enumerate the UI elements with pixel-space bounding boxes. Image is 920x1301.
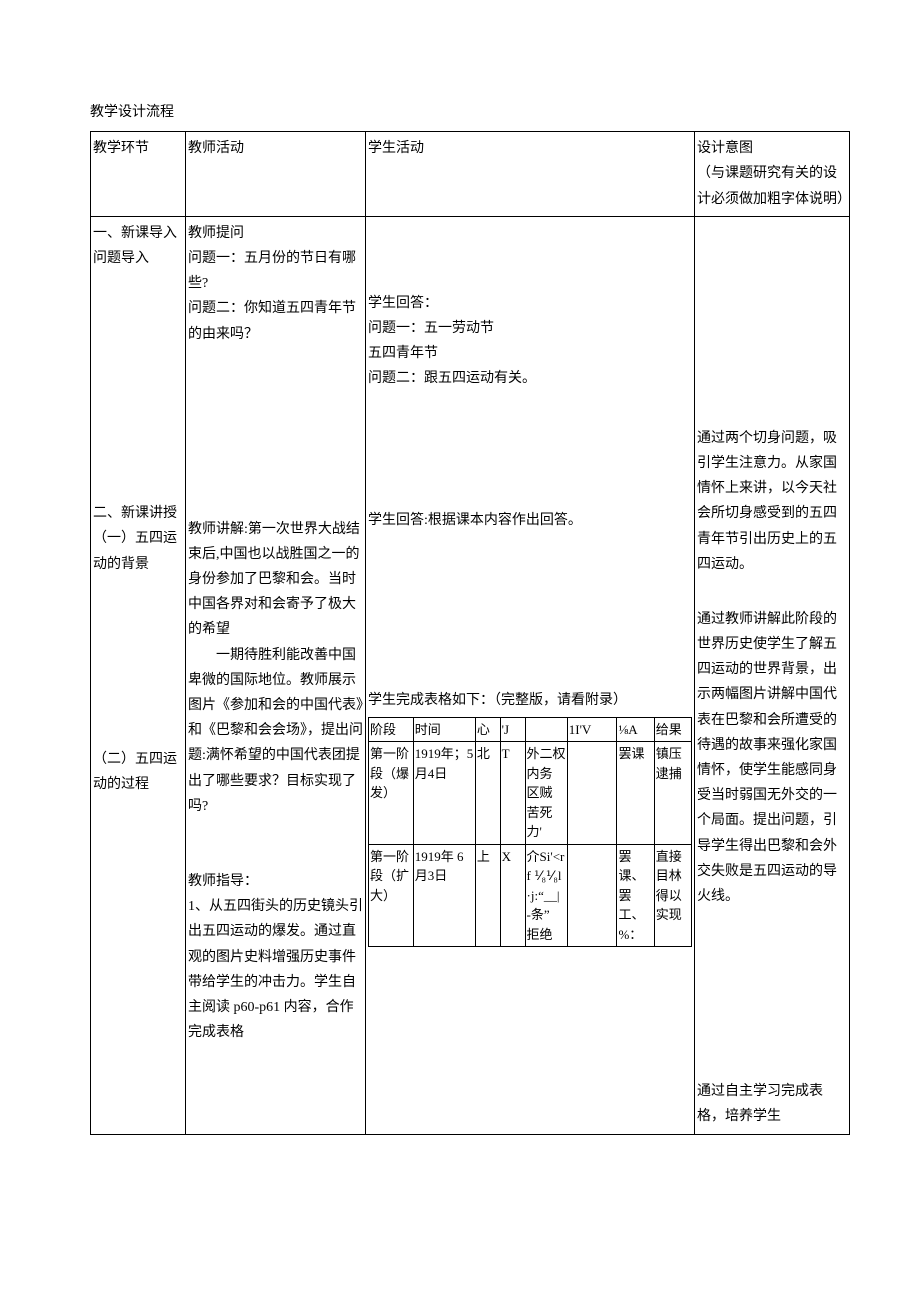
teacher-guide-1: 1、从五四街头的历史镜头引出五四运动的爆发。通过直观的图片史料增强历史事件带给学… xyxy=(188,894,363,1045)
lesson-plan-table: 教学环节 教师活动 学生活动 设计意图 （与课题研究有关的设计必须做加粗字体说明… xyxy=(90,131,850,1134)
teacher-lecture-2: 一期待胜利能改善中国卑微的国际地位。教师展示图片《参加和会的中国代表》和《巴黎和… xyxy=(188,643,363,819)
inner-row-1: 第一阶段（爆发） 1919年；5月4日 北 T 外二权 内务 区贼 苦死 力' … xyxy=(369,742,692,845)
stage-intro: 一、新课导入 问题导入 xyxy=(93,221,183,271)
ir1-stage: 第一阶段（爆发） xyxy=(369,742,414,845)
hdr-stage: 教学环节 xyxy=(91,132,186,217)
ir1-res: 镇压逮捕 xyxy=(654,742,691,845)
col-teacher: 教师提问 问题一：五月份的节日有哪些? 问题二：你知道五四青年节的由来吗？ 教师… xyxy=(186,216,366,1134)
ih-res: 给果 xyxy=(654,717,691,742)
hdr-student: 学生活动 xyxy=(366,132,695,217)
col-intent: 通过两个切身问题，吸引学生注意力。从家国情怀上来讲，以今天社会所切身感受到的五四… xyxy=(695,216,850,1134)
ih-c3 xyxy=(525,717,567,742)
ir1-c3: 外二权 内务 区贼 苦死 力' xyxy=(525,742,567,845)
student-ans1b: 五四青年节 xyxy=(368,341,692,366)
ih-c4: 1I'V xyxy=(567,717,617,742)
page-title: 教学设计流程 xyxy=(90,100,850,125)
ir2-c3: 介Si'<rf ⅟₈⅟₈l·j:“__| -条” 拒绝 xyxy=(525,844,567,947)
ir1-time: 1919年；5月4日 xyxy=(413,742,475,845)
ir1-c1: 北 xyxy=(475,742,500,845)
intent-p3: 通过自主学习完成表格，培养学生 xyxy=(697,1079,847,1129)
student-ans1a: 问题一：五一劳动节 xyxy=(368,316,692,341)
ir2-c5: 罢课、罢工、%： xyxy=(617,844,654,947)
ih-c2: 'J xyxy=(500,717,525,742)
header-row: 教学环节 教师活动 学生活动 设计意图 （与课题研究有关的设计必须做加粗字体说明… xyxy=(91,132,850,217)
ir1-c5: 罢课 xyxy=(617,742,654,845)
student-ans3: 学生回答:根据课本内容作出回答。 xyxy=(368,508,692,533)
stage-lecture: 二、新课讲授 （一）五四运动的背景 xyxy=(93,501,183,577)
ir2-time: 1919年 6月3日 xyxy=(413,844,475,947)
ih-time: 时间 xyxy=(413,717,475,742)
teacher-q1: 问题一：五月份的节日有哪些? xyxy=(188,246,363,296)
intent-p2: 通过教师讲解此阶段的世界历史使学生了解五四运动的世界背景，出示两幅图片讲解中国代… xyxy=(697,607,847,909)
student-ans-lead: 学生回答： xyxy=(368,291,692,316)
intent-p1: 通过两个切身问题，吸引学生注意力。从家国情怀上来讲，以今天社会所切身感受到的五四… xyxy=(697,426,847,577)
student-table-lead: 学生完成表格如下：（完整版，请看附录） xyxy=(368,688,692,713)
ir2-c4 xyxy=(567,844,617,947)
body-row: 一、新课导入 问题导入 二、新课讲授 （一）五四运动的背景 （二）五四运动的过程… xyxy=(91,216,850,1134)
hdr-teacher: 教师活动 xyxy=(186,132,366,217)
stage-process: （二）五四运动的过程 xyxy=(93,747,183,797)
ir2-res: 直接目林得以实现 xyxy=(654,844,691,947)
ir1-c2: T xyxy=(500,742,525,845)
teacher-guide-lead: 教师指导： xyxy=(188,869,363,894)
ih-stage: 阶段 xyxy=(369,717,414,742)
ih-c5: ⅛A xyxy=(617,717,654,742)
col-stage: 一、新课导入 问题导入 二、新课讲授 （一）五四运动的背景 （二）五四运动的过程 xyxy=(91,216,186,1134)
student-ans2: 问题二：跟五四运动有关。 xyxy=(368,366,692,391)
inner-table: 阶段 时间 心 'J 1I'V ⅛A 给果 第一阶段（爆发） 1919年；5月4… xyxy=(368,717,692,948)
ir2-stage: 第一阶段（扩大） xyxy=(369,844,414,947)
ir2-c1: 上 xyxy=(475,844,500,947)
teacher-q2: 问题二：你知道五四青年节的由来吗？ xyxy=(188,296,363,346)
inner-header-row: 阶段 时间 心 'J 1I'V ⅛A 给果 xyxy=(369,717,692,742)
ir1-c4 xyxy=(567,742,617,845)
teacher-lecture-1: 教师讲解:第一次世界大战结束后,中国也以战胜国之一的身份参加了巴黎和会。当时中国… xyxy=(188,517,363,643)
col-student: 学生回答： 问题一：五一劳动节 五四青年节 问题二：跟五四运动有关。 学生回答:… xyxy=(366,216,695,1134)
hdr-intent: 设计意图 （与课题研究有关的设计必须做加粗字体说明） xyxy=(695,132,850,217)
ih-c1: 心 xyxy=(475,717,500,742)
teacher-q-lead: 教师提问 xyxy=(188,221,363,246)
ir2-c2: X xyxy=(500,844,525,947)
inner-row-2: 第一阶段（扩大） 1919年 6月3日 上 X 介Si'<rf ⅟₈⅟₈l·j:… xyxy=(369,844,692,947)
